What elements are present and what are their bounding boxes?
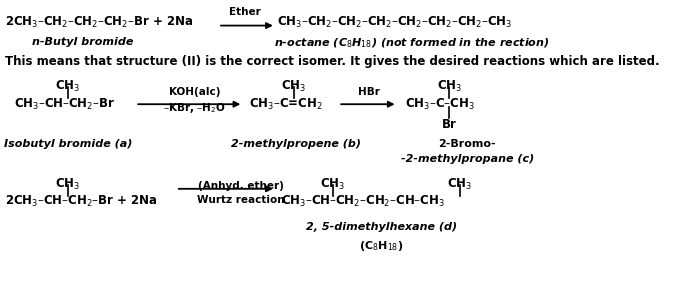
Text: KOH(alc): KOH(alc) <box>169 87 221 97</box>
Text: CH$_3$: CH$_3$ <box>437 79 462 94</box>
Text: CH$_3$–CH–CH$_2$–Br: CH$_3$–CH–CH$_2$–Br <box>14 97 116 112</box>
Text: 2CH$_3$–CH$_2$–CH$_2$–CH$_2$–Br + 2Na: 2CH$_3$–CH$_2$–CH$_2$–CH$_2$–Br + 2Na <box>5 15 192 30</box>
Text: Ether: Ether <box>229 7 260 17</box>
Text: 2, 5-dimethylhexane (d): 2, 5-dimethylhexane (d) <box>306 222 457 232</box>
Text: –KBr, –H$_2$O: –KBr, –H$_2$O <box>163 101 226 115</box>
Text: CH$_3$–C=CH$_2$: CH$_3$–C=CH$_2$ <box>249 97 323 112</box>
Text: CH$_3$–CH$_2$–CH$_2$–CH$_2$–CH$_2$–CH$_2$–CH$_2$–CH$_3$: CH$_3$–CH$_2$–CH$_2$–CH$_2$–CH$_2$–CH$_2… <box>277 15 513 30</box>
Text: CH$_3$: CH$_3$ <box>320 177 345 192</box>
Text: 2CH$_3$–CH–CH$_2$–Br + 2Na: 2CH$_3$–CH–CH$_2$–Br + 2Na <box>5 194 157 209</box>
Text: Wurtz reaction: Wurtz reaction <box>197 195 285 205</box>
Text: CH$_3$–CH–CH$_2$–CH$_2$–CH–CH$_3$: CH$_3$–CH–CH$_2$–CH$_2$–CH–CH$_3$ <box>282 194 445 209</box>
Text: n-octane (C$_8$H$_{18}$) (not formed in the rection): n-octane (C$_8$H$_{18}$) (not formed in … <box>273 37 549 50</box>
Text: Br: Br <box>442 118 457 131</box>
Text: n-Butyl bromide: n-Butyl bromide <box>32 37 133 47</box>
Text: -2-methylpropane (c): -2-methylpropane (c) <box>401 154 534 164</box>
Text: CH$_3$: CH$_3$ <box>55 177 80 192</box>
Text: (Anhyd. ether): (Anhyd. ether) <box>198 181 284 191</box>
Text: This means that structure (II) is the correct isomer. It gives the desired react: This means that structure (II) is the co… <box>5 56 659 68</box>
Text: (C$_8$H$_{18}$): (C$_8$H$_{18}$) <box>359 238 403 252</box>
Text: 2-Bromo-: 2-Bromo- <box>438 139 496 149</box>
Text: 2-methylpropene (b): 2-methylpropene (b) <box>231 139 361 149</box>
Text: HBr: HBr <box>358 87 380 97</box>
Text: CH$_3$: CH$_3$ <box>55 79 80 94</box>
Text: CH$_3$: CH$_3$ <box>447 177 473 192</box>
Text: CH$_3$–C–CH$_3$: CH$_3$–C–CH$_3$ <box>405 97 475 112</box>
Text: Isobutyl bromide (a): Isobutyl bromide (a) <box>3 139 132 149</box>
Text: CH$_3$: CH$_3$ <box>281 79 306 94</box>
